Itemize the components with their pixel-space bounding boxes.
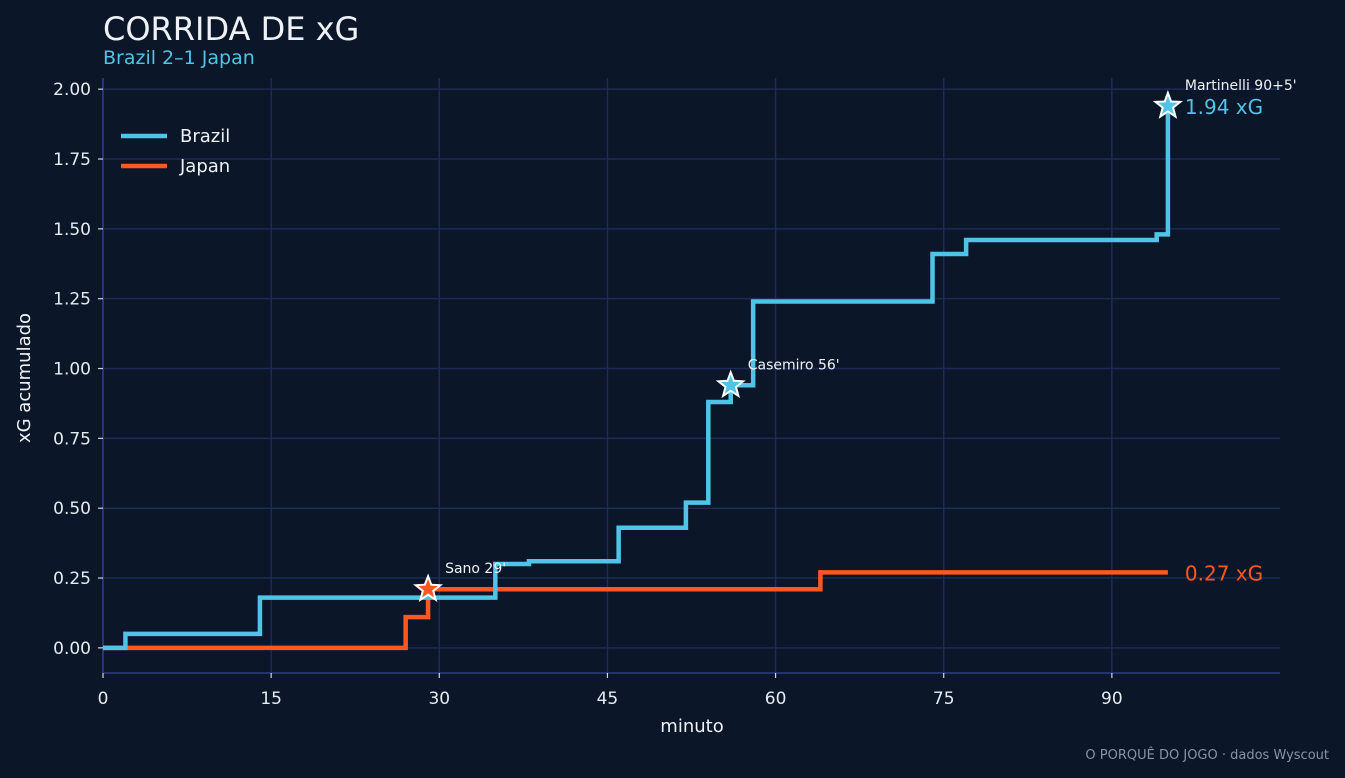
y-axis-label: xG acumulado	[14, 313, 35, 443]
x-tick-label: 90	[1101, 689, 1123, 709]
goal-markers: Sano 29' Casemiro 56' Martinelli 90+5'	[413, 78, 1297, 602]
y-tick-label: 0.75	[53, 429, 91, 449]
goal-star-marker	[715, 369, 746, 399]
x-tick-label: 30	[428, 689, 450, 709]
x-tick-label: 15	[260, 689, 282, 709]
footer-credit: O PORQUÊ DO JOGO · dados Wyscout	[1085, 748, 1329, 763]
goal-star-marker	[1152, 90, 1184, 119]
end-label-japan: 0.27 xG	[1185, 561, 1263, 585]
grid	[102, 78, 1280, 673]
series-line-brazil	[103, 105, 1171, 651]
series-line-japan	[103, 570, 1168, 651]
x-tick-label: 0	[98, 689, 109, 709]
axes: 0.00 0.25 0.50 0.75 1.00 1.25 1.50 1.75 2.00 0 15 3…	[53, 78, 1280, 709]
chart-subtitle: Brazil 2–1 Japan	[103, 47, 255, 69]
chart-title: CORRIDA DE xG	[103, 10, 360, 48]
y-tick-label: 1.50	[53, 220, 91, 240]
y-tick-label: 1.75	[53, 150, 91, 170]
legend: Brazil Japan	[121, 126, 230, 177]
y-tick-label: 1.25	[53, 290, 91, 310]
x-tick-label: 75	[933, 689, 955, 709]
legend-label-japan: Japan	[179, 156, 230, 177]
series-lines: 0.27 xG 1.94 xG	[103, 95, 1263, 651]
x-tick-label: 60	[765, 689, 787, 709]
end-label-brazil: 1.94 xG	[1185, 95, 1263, 119]
goal-star-marker	[413, 573, 444, 602]
y-tick-label: 0.00	[53, 639, 91, 659]
y-tick-label: 0.25	[53, 569, 91, 589]
y-tick-label: 1.00	[53, 360, 91, 380]
y-tick-label: 0.50	[53, 499, 91, 519]
x-axis-label: minuto	[660, 716, 723, 737]
legend-label-brazil: Brazil	[180, 126, 230, 147]
goal-annotation: Sano 29'	[445, 561, 506, 577]
goal-annotation: Casemiro 56'	[748, 357, 840, 373]
y-tick-label: 2.00	[53, 80, 91, 100]
goal-annotation: Martinelli 90+5'	[1185, 78, 1297, 94]
x-tick-label: 45	[597, 689, 619, 709]
